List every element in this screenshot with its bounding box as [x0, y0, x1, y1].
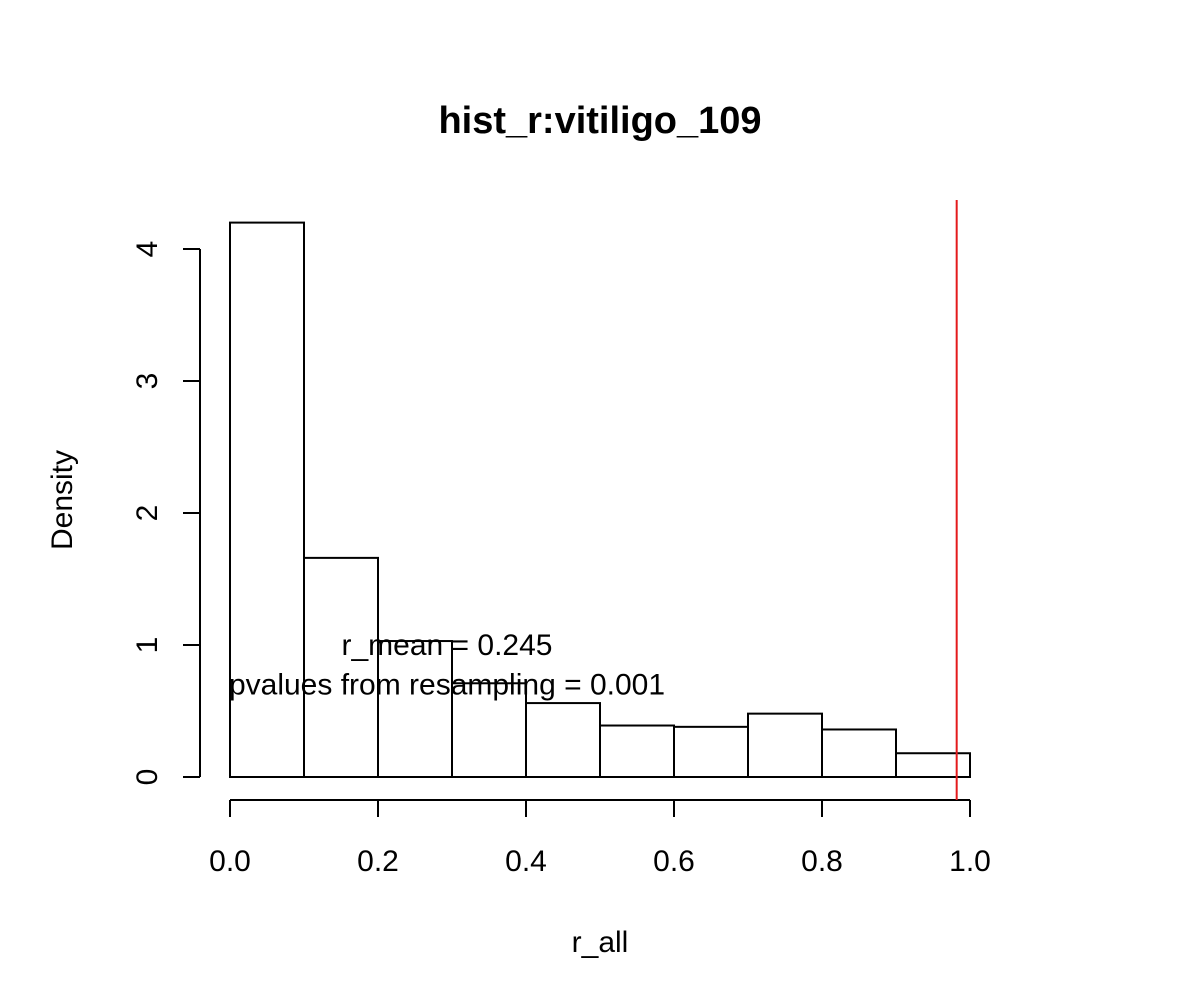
y-tick-label: 3: [131, 373, 164, 390]
x-axis-label: r_all: [572, 926, 629, 959]
annotation-text-1: pvalues from resampling = 0.001: [229, 669, 665, 702]
histogram-bar-6: [673, 725, 749, 779]
y-tick-label: 2: [131, 505, 164, 522]
y-tick-label: 1: [131, 637, 164, 654]
histogram-bar-5: [599, 724, 675, 779]
x-axis: 0.0 0.2 0.4 0.6 0.8 1.0: [209, 799, 991, 878]
y-axis-label: Density: [46, 450, 79, 550]
x-tick-label: 0.8: [801, 845, 843, 878]
histogram-bar-9: [895, 752, 971, 778]
histogram-bar-0: [229, 221, 305, 779]
histogram-bar-8: [821, 728, 897, 778]
x-tick-label: 0.0: [209, 845, 251, 878]
y-tick-label: 0: [131, 769, 164, 786]
y-axis: 0 1 2 3 4: [131, 241, 201, 786]
histogram-bars: [229, 221, 971, 779]
x-tick-label: 0.4: [505, 845, 547, 878]
annotations: r_mean = 0.245 pvalues from resampling = …: [229, 629, 665, 702]
x-tick-label: 0.6: [653, 845, 695, 878]
chart-title: hist_r:vitiligo_109: [438, 100, 761, 142]
y-tick-label: 4: [131, 241, 164, 258]
histogram-bar-1: [303, 556, 379, 778]
histogram-bar-4: [525, 702, 601, 779]
histogram-bar-2: [377, 640, 453, 778]
x-tick-label: 0.2: [357, 845, 399, 878]
histogram-bar-7: [747, 712, 823, 779]
annotation-text-0: r_mean = 0.245: [342, 629, 553, 662]
x-tick-label: 1.0: [949, 845, 991, 878]
